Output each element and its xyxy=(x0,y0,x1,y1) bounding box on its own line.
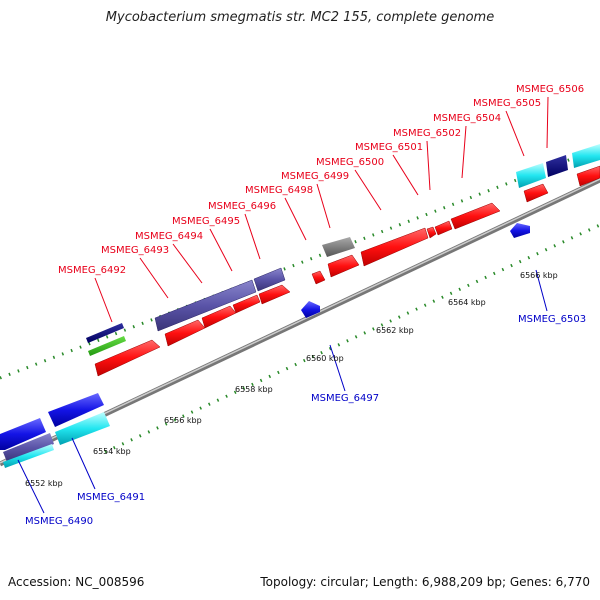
cds-block-red[interactable] xyxy=(94,339,161,377)
cds-block-red[interactable] xyxy=(327,254,360,278)
gene-leader-line xyxy=(535,269,548,312)
cds-block-red[interactable] xyxy=(576,165,600,187)
gene-label-msmeg-6496[interactable]: MSMEG_6496 xyxy=(208,201,276,212)
gene-leader-line xyxy=(17,459,45,514)
gene-leader-line xyxy=(94,277,113,323)
cds-block-grey[interactable] xyxy=(322,237,355,257)
cds-block-navy[interactable] xyxy=(86,323,124,343)
gene-labels: MSMEG_6492 MSMEG_6493 MSMEG_6494 MSMEG_6495… xyxy=(17,84,586,527)
gene-leader-line xyxy=(244,213,261,260)
gene-leader-line xyxy=(71,437,96,490)
cds-block-cyan[interactable] xyxy=(516,163,546,188)
cds-block-blue[interactable] xyxy=(301,301,320,318)
gene-leader-line xyxy=(139,257,169,299)
cds-block-blue[interactable] xyxy=(48,393,104,427)
gene-leader-line xyxy=(392,154,419,196)
gene-leader-line xyxy=(546,96,549,149)
cds-block-red[interactable] xyxy=(232,294,261,314)
cds-block-red[interactable] xyxy=(426,226,437,239)
gene-label-msmeg-6491[interactable]: MSMEG_6491 xyxy=(77,492,145,503)
cds-block-red[interactable] xyxy=(258,284,291,305)
gene-leader-line xyxy=(354,169,382,211)
cds-block-red[interactable] xyxy=(450,202,501,230)
kbp-tick-label: 6552 kbp xyxy=(25,479,63,488)
kbp-tick-label: 6560 kbp xyxy=(306,354,344,363)
gene-label-msmeg-6504[interactable]: MSMEG_6504 xyxy=(433,113,501,124)
map-title: Mycobacterium smegmatis str. MC2 155, co… xyxy=(105,10,495,25)
genome-summary: Topology: circular; Length: 6,988,209 bp… xyxy=(260,575,590,589)
kbp-tick-label: 6564 kbp xyxy=(448,298,486,307)
gene-leader-line xyxy=(461,125,467,179)
kbp-tick-label: 6556 kbp xyxy=(164,416,202,425)
gene-label-msmeg-6502[interactable]: MSMEG_6502 xyxy=(393,128,461,139)
cds-block-red[interactable] xyxy=(523,183,549,203)
cds-block-blue[interactable] xyxy=(0,418,46,450)
kbp-tick-label: 6562 kbp xyxy=(376,326,414,335)
gene-label-msmeg-6499[interactable]: MSMEG_6499 xyxy=(281,171,349,182)
cds-block-cyan[interactable] xyxy=(572,144,600,168)
cds-block-navy[interactable] xyxy=(546,155,568,177)
gene-label-msmeg-6497[interactable]: MSMEG_6497 xyxy=(311,393,379,404)
gene-label-msmeg-6505[interactable]: MSMEG_6505 xyxy=(473,98,541,109)
cds-block-cyan[interactable] xyxy=(55,412,110,445)
gene-label-msmeg-6494[interactable]: MSMEG_6494 xyxy=(135,231,203,242)
cds-block-red[interactable] xyxy=(434,220,453,236)
gene-label-msmeg-6492[interactable]: MSMEG_6492 xyxy=(58,265,126,276)
cds-block-blue[interactable] xyxy=(510,223,530,238)
accession-text: Accession: NC_008596 xyxy=(8,575,145,589)
gene-leader-line xyxy=(209,228,233,272)
cds-block-purple[interactable] xyxy=(154,279,257,332)
gene-label-msmeg-6506[interactable]: MSMEG_6506 xyxy=(516,84,584,95)
kbp-tick-label: 6566 kbp xyxy=(520,271,558,280)
cds-block-purple[interactable] xyxy=(253,267,286,292)
gene-leader-line xyxy=(172,243,203,284)
cds-block-red[interactable] xyxy=(311,270,326,285)
gene-leader-line xyxy=(505,110,525,157)
gene-leader-line xyxy=(426,140,431,191)
cds-block-red[interactable] xyxy=(360,227,429,267)
kbp-tick-label: 6558 kbp xyxy=(235,385,273,394)
cds-block-grey[interactable] xyxy=(3,433,54,462)
gene-label-msmeg-6490[interactable]: MSMEG_6490 xyxy=(25,516,93,527)
cds-block-cyan[interactable] xyxy=(3,444,54,468)
cds-block-green[interactable] xyxy=(88,336,126,356)
gene-label-msmeg-6500[interactable]: MSMEG_6500 xyxy=(316,157,384,168)
outer-dotted-track xyxy=(0,146,600,380)
gene-label-msmeg-6493[interactable]: MSMEG_6493 xyxy=(101,245,169,256)
gene-label-msmeg-6501[interactable]: MSMEG_6501 xyxy=(355,142,423,153)
kbp-tick-label: 6554 kbp xyxy=(93,447,131,456)
gene-leader-line xyxy=(316,183,331,229)
gene-leader-line xyxy=(284,197,307,241)
gene-leader-line xyxy=(329,344,346,392)
kbp-tick-labels: 6552 kbp 6554 kbp 6556 kbp 6558 kbp 6560 kbp… xyxy=(25,271,558,488)
gene-label-msmeg-6495[interactable]: MSMEG_6495 xyxy=(172,216,240,227)
gene-label-msmeg-6503[interactable]: MSMEG_6503 xyxy=(518,314,586,325)
gene-label-msmeg-6498[interactable]: MSMEG_6498 xyxy=(245,185,313,196)
